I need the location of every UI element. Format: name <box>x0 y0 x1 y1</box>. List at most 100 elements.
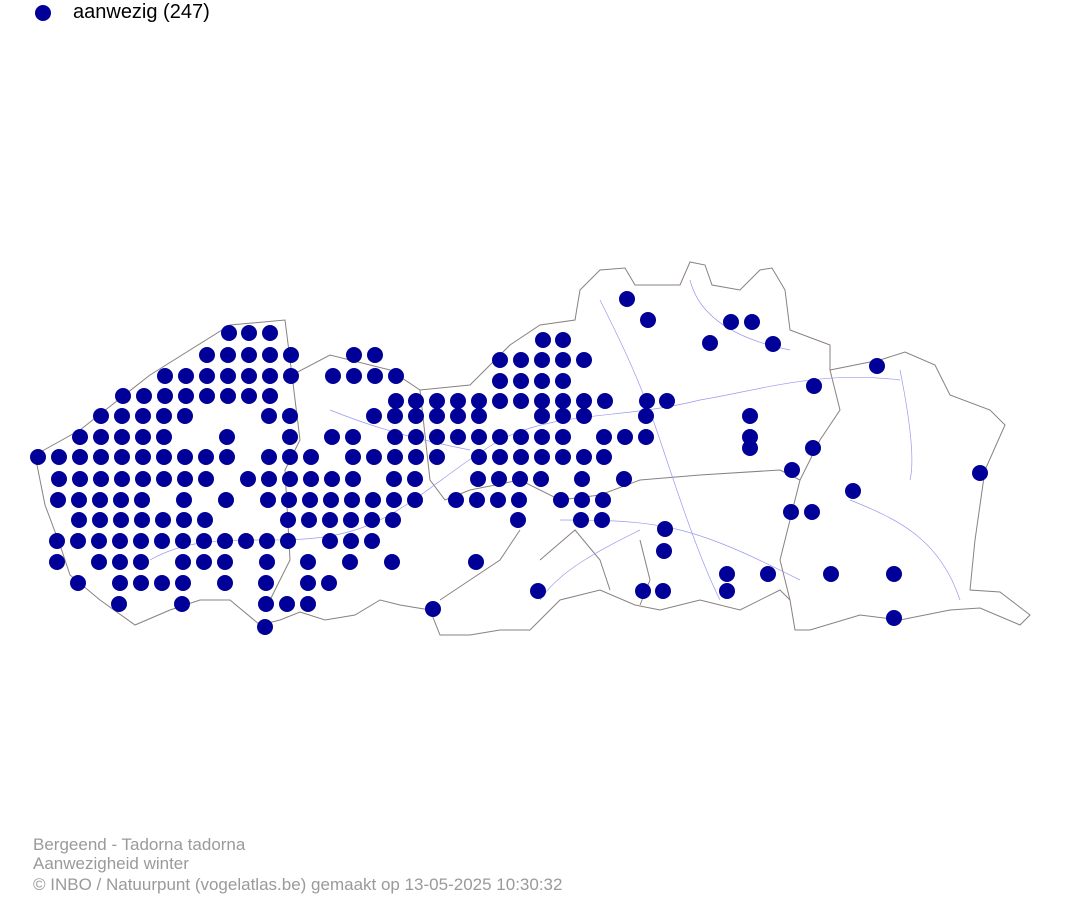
presence-dot <box>177 408 193 424</box>
presence-dot <box>534 429 550 445</box>
presence-dot <box>157 388 173 404</box>
presence-dot <box>302 492 318 508</box>
presence-dot <box>283 368 299 384</box>
presence-dot <box>281 492 297 508</box>
presence-dot <box>133 533 149 549</box>
presence-dot <box>744 314 760 330</box>
presence-dot <box>262 325 278 341</box>
presence-dot <box>364 512 380 528</box>
presence-dot <box>386 492 402 508</box>
presence-dot <box>174 596 190 612</box>
presence-dot <box>262 368 278 384</box>
presence-dot <box>365 492 381 508</box>
presence-dot <box>534 352 550 368</box>
presence-dot <box>199 347 215 363</box>
presence-dot <box>492 352 508 368</box>
presence-dot <box>49 533 65 549</box>
presence-dot <box>279 596 295 612</box>
presence-dot <box>282 471 298 487</box>
presence-dot <box>719 566 735 582</box>
presence-dot <box>805 440 821 456</box>
presence-dot <box>114 449 130 465</box>
presence-dot <box>49 554 65 570</box>
presence-dot <box>386 471 402 487</box>
presence-dot <box>492 429 508 445</box>
presence-dot <box>596 449 612 465</box>
presence-dot <box>114 408 130 424</box>
presence-dot <box>471 393 487 409</box>
presence-dot <box>135 408 151 424</box>
presence-dot <box>784 462 800 478</box>
presence-dot <box>197 512 213 528</box>
presence-dot <box>534 373 550 389</box>
presence-dot <box>617 429 633 445</box>
presence-dot <box>51 471 67 487</box>
presence-dot <box>407 492 423 508</box>
presence-dot <box>92 492 108 508</box>
presence-dot <box>429 408 445 424</box>
presence-dot <box>595 492 611 508</box>
presence-dot <box>471 429 487 445</box>
presence-dot <box>282 408 298 424</box>
presence-dot <box>112 533 128 549</box>
presence-dot <box>823 566 839 582</box>
presence-dot <box>325 368 341 384</box>
presence-dot <box>175 575 191 591</box>
presence-dot <box>220 347 236 363</box>
presence-dot <box>470 471 486 487</box>
presence-dot <box>408 393 424 409</box>
presence-dot <box>217 533 233 549</box>
presence-dot <box>366 408 382 424</box>
presence-dot <box>30 449 46 465</box>
presence-dot <box>471 408 487 424</box>
presence-dot <box>574 492 590 508</box>
presence-dot <box>760 566 776 582</box>
presence-dot <box>93 471 109 487</box>
presence-dot <box>408 429 424 445</box>
presence-dot <box>261 471 277 487</box>
presence-dot <box>638 429 654 445</box>
presence-dot <box>408 449 424 465</box>
presence-dot <box>597 393 613 409</box>
presence-dot <box>555 332 571 348</box>
presence-dot <box>573 512 589 528</box>
presence-dot <box>217 575 233 591</box>
presence-dot <box>219 429 235 445</box>
presence-dot <box>655 583 671 599</box>
presence-dot <box>258 596 274 612</box>
presence-dot <box>429 429 445 445</box>
presence-dot <box>259 533 275 549</box>
presence-dot <box>323 492 339 508</box>
presence-dot <box>619 291 635 307</box>
presence-dot <box>259 554 275 570</box>
legend-symbol <box>35 5 51 21</box>
presence-dot <box>260 492 276 508</box>
presence-dot <box>576 408 592 424</box>
presence-dot <box>530 583 546 599</box>
presence-dot <box>136 388 152 404</box>
presence-dot <box>534 393 550 409</box>
presence-dot <box>154 533 170 549</box>
presence-dot <box>343 533 359 549</box>
presence-dot <box>199 368 215 384</box>
presence-dot <box>72 471 88 487</box>
presence-dot <box>387 408 403 424</box>
presence-dot <box>448 492 464 508</box>
presence-dot <box>51 449 67 465</box>
presence-dot <box>177 449 193 465</box>
legend-label: aanwezig (247) <box>73 1 210 23</box>
presence-dot <box>175 533 191 549</box>
presence-dot <box>806 378 822 394</box>
presence-dot <box>594 512 610 528</box>
presence-dot <box>408 408 424 424</box>
presence-dot <box>70 533 86 549</box>
presence-dot <box>345 449 361 465</box>
presence-dot <box>639 393 655 409</box>
presence-dot <box>742 408 758 424</box>
presence-dot <box>534 449 550 465</box>
presence-dot <box>133 575 149 591</box>
presence-dot <box>656 543 672 559</box>
presence-dot <box>367 368 383 384</box>
presence-dot <box>71 512 87 528</box>
presence-dot <box>91 533 107 549</box>
